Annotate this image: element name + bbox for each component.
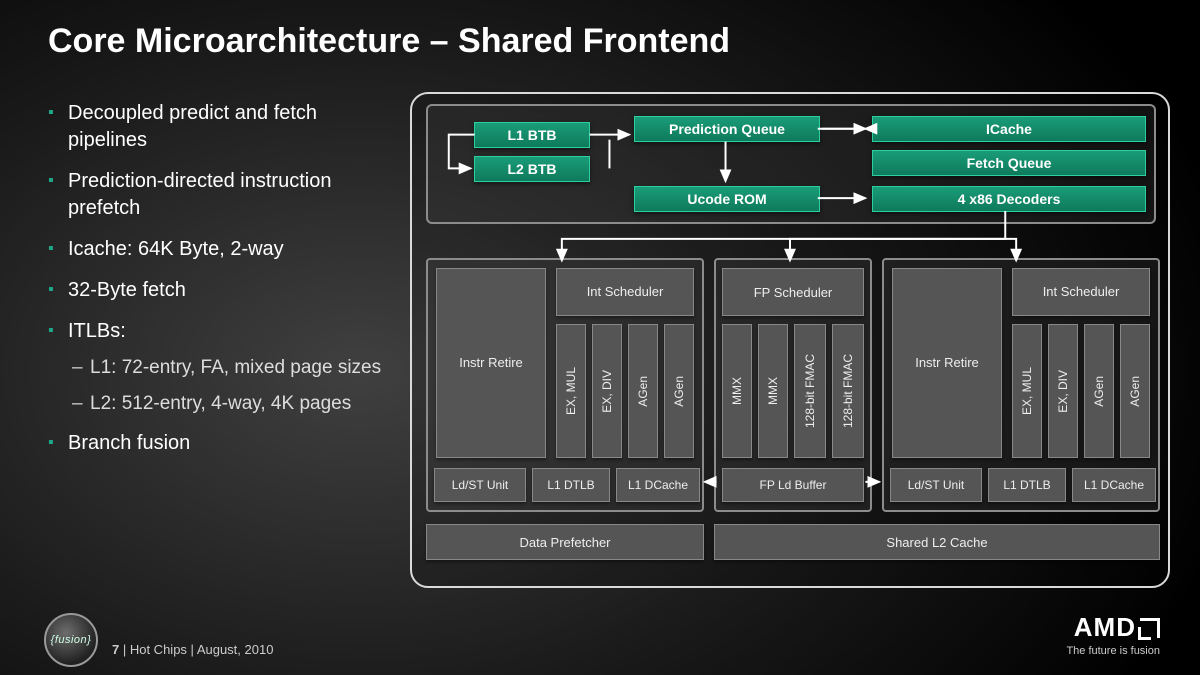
block-fp-scheduler: FP Scheduler [722, 268, 864, 316]
block-decoders: 4 x86 Decoders [872, 186, 1146, 212]
block-fp-ld-buffer: FP Ld Buffer [722, 468, 864, 502]
fusion-badge-icon: {fusion} [44, 613, 98, 667]
bullet-item: Icache: 64K Byte, 2-way [48, 236, 388, 263]
bullet-item: ITLBs: L1: 72-entry, FA, mixed page size… [48, 318, 388, 416]
amd-arrow-icon [1140, 618, 1160, 638]
block-ldst-unit: Ld/ST Unit [434, 468, 526, 502]
block-ex-mul: EX, MUL [556, 324, 586, 458]
block-mmx-2: MMX [758, 324, 788, 458]
bullet-list: Decoupled predict and fetch pipelines Pr… [48, 100, 388, 471]
bullet-item: Decoupled predict and fetch pipelines [48, 100, 388, 154]
block-l2-btb: L2 BTB [474, 156, 590, 182]
amd-logo: AMD The future is fusion [1066, 612, 1160, 657]
block-l1-dtlb-2: L1 DTLB [988, 468, 1066, 502]
bullet-item: Prediction-directed instruction prefetch [48, 168, 388, 222]
slide-footer: 7 | Hot Chips | August, 2010 [112, 642, 273, 657]
block-ldst-unit-2: Ld/ST Unit [890, 468, 982, 502]
block-mmx-1: MMX [722, 324, 752, 458]
bullet-item: Branch fusion [48, 430, 388, 457]
block-fmac-1: 128-bit FMAC [794, 324, 826, 458]
block-int-scheduler: Int Scheduler [556, 268, 694, 316]
block-prediction-queue: Prediction Queue [634, 116, 820, 142]
block-l1-btb: L1 BTB [474, 122, 590, 148]
block-data-prefetcher: Data Prefetcher [426, 524, 704, 560]
block-instr-retire-2: Instr Retire [892, 268, 1002, 458]
architecture-diagram: L1 BTB L2 BTB Prediction Queue Ucode ROM… [410, 92, 1170, 588]
block-fmac-2: 128-bit FMAC [832, 324, 864, 458]
block-agen-1: AGen [628, 324, 658, 458]
block-instr-retire: Instr Retire [436, 268, 546, 458]
block-agen-4: AGen [1120, 324, 1150, 458]
block-l1-dcache: L1 DCache [616, 468, 700, 502]
block-agen-2: AGen [664, 324, 694, 458]
block-fetch-queue: Fetch Queue [872, 150, 1146, 176]
block-ex-div: EX, DIV [592, 324, 622, 458]
slide-title: Core Microarchitecture – Shared Frontend [48, 22, 730, 61]
block-int-scheduler-2: Int Scheduler [1012, 268, 1150, 316]
bullet-item: 32-Byte fetch [48, 277, 388, 304]
block-shared-l2-cache: Shared L2 Cache [714, 524, 1160, 560]
sub-bullet-item: L2: 512-entry, 4-way, 4K pages [68, 391, 388, 417]
sub-bullet-item: L1: 72-entry, FA, mixed page sizes [68, 355, 388, 381]
block-l1-dtlb: L1 DTLB [532, 468, 610, 502]
block-ex-mul-2: EX, MUL [1012, 324, 1042, 458]
block-l1-dcache-2: L1 DCache [1072, 468, 1156, 502]
block-ex-div-2: EX, DIV [1048, 324, 1078, 458]
block-icache: ICache [872, 116, 1146, 142]
block-agen-3: AGen [1084, 324, 1114, 458]
block-ucode-rom: Ucode ROM [634, 186, 820, 212]
